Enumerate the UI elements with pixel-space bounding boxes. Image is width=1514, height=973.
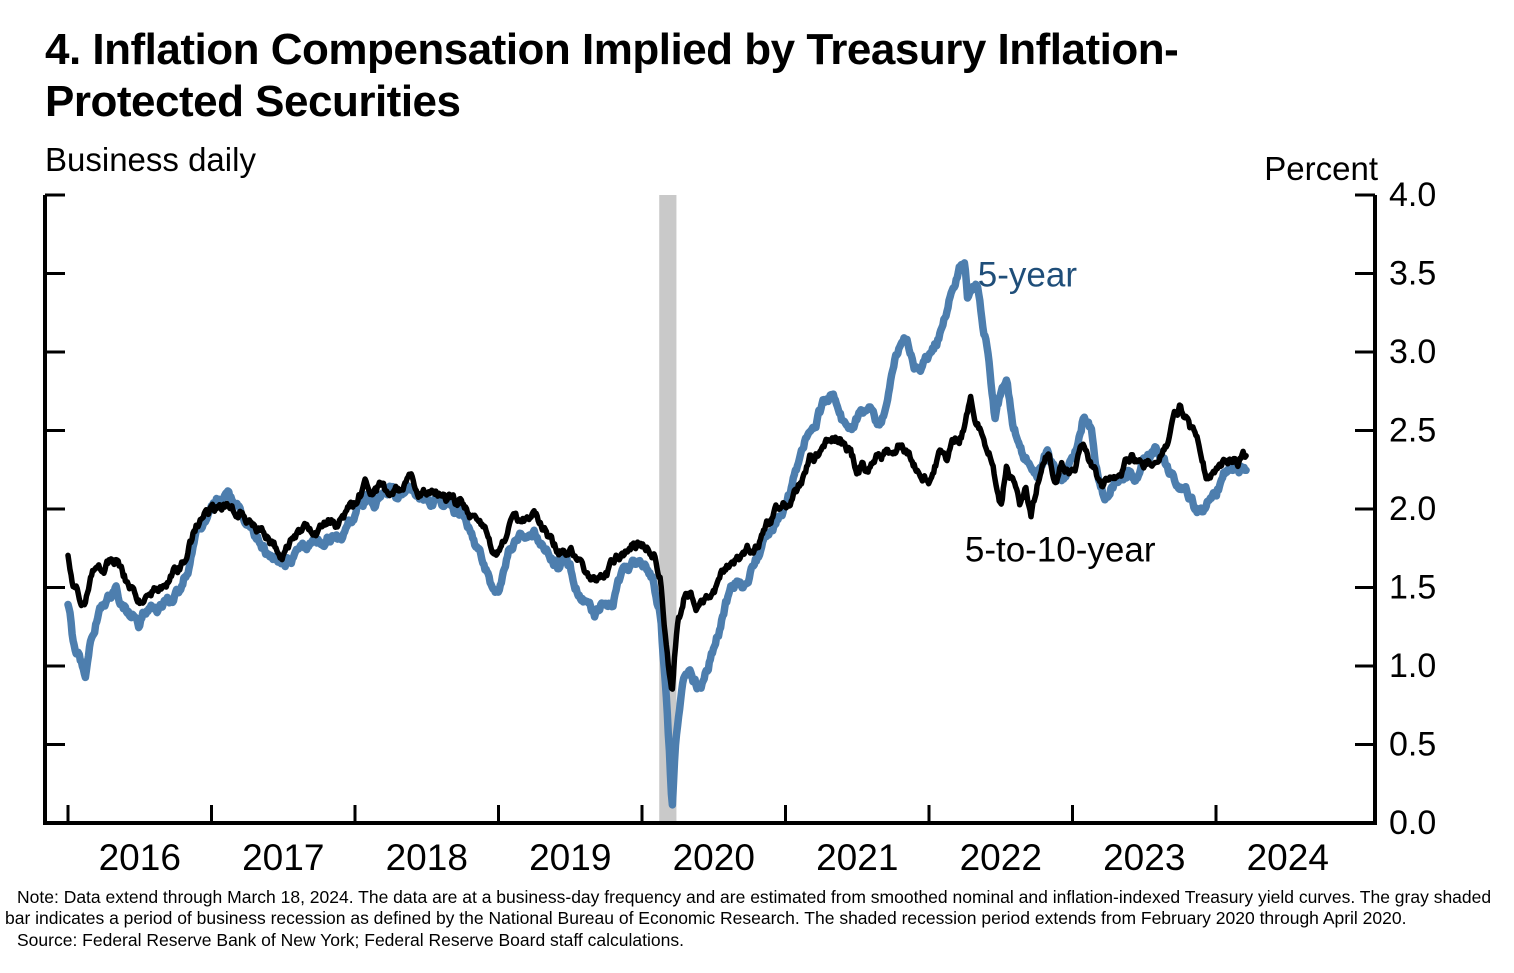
- y-axis-label: 1.5: [1389, 569, 1436, 607]
- y-axis-label: 3.5: [1389, 255, 1436, 293]
- x-axis-label: 2020: [673, 837, 755, 878]
- figure-title: 4. Inflation Compensation Implied by Tre…: [45, 25, 1179, 126]
- frequency-label: Business daily: [45, 141, 256, 178]
- x-axis-label: 2021: [816, 837, 898, 878]
- y-axis-label: 3.0: [1389, 333, 1436, 371]
- y-axis-label: 4.0: [1389, 176, 1436, 214]
- footnote-source: Source: Federal Reserve Bank of New York…: [17, 929, 684, 950]
- y-axis-unit-label: Percent: [1264, 150, 1378, 187]
- x-axis-label: 2017: [242, 837, 324, 878]
- y-axis-label: 0.0: [1389, 804, 1436, 842]
- y-axis-label: 2.5: [1389, 412, 1436, 450]
- x-axis-label: 2022: [960, 837, 1042, 878]
- y-axis-label: 1.0: [1389, 647, 1436, 685]
- x-axis-label: 2016: [99, 837, 181, 878]
- y-axis-label: 0.5: [1389, 726, 1436, 764]
- x-axis-label: 2018: [386, 837, 468, 878]
- footnote-note: Note: Data extend through March 18, 2024…: [5, 887, 1492, 928]
- x-axis-label: 2023: [1103, 837, 1185, 878]
- footnote-block: Note: Data extend through March 18, 2024…: [5, 887, 1507, 950]
- line-5-to-10-year: [65, 393, 1249, 692]
- series-label-5-year: 5-year: [978, 256, 1078, 295]
- y-axis-label: 2.0: [1389, 490, 1436, 528]
- x-axis-label: 2019: [529, 837, 611, 878]
- x-axis-label: 2024: [1247, 837, 1329, 878]
- series-label-5-to-10-year: 5-to-10-year: [965, 530, 1156, 569]
